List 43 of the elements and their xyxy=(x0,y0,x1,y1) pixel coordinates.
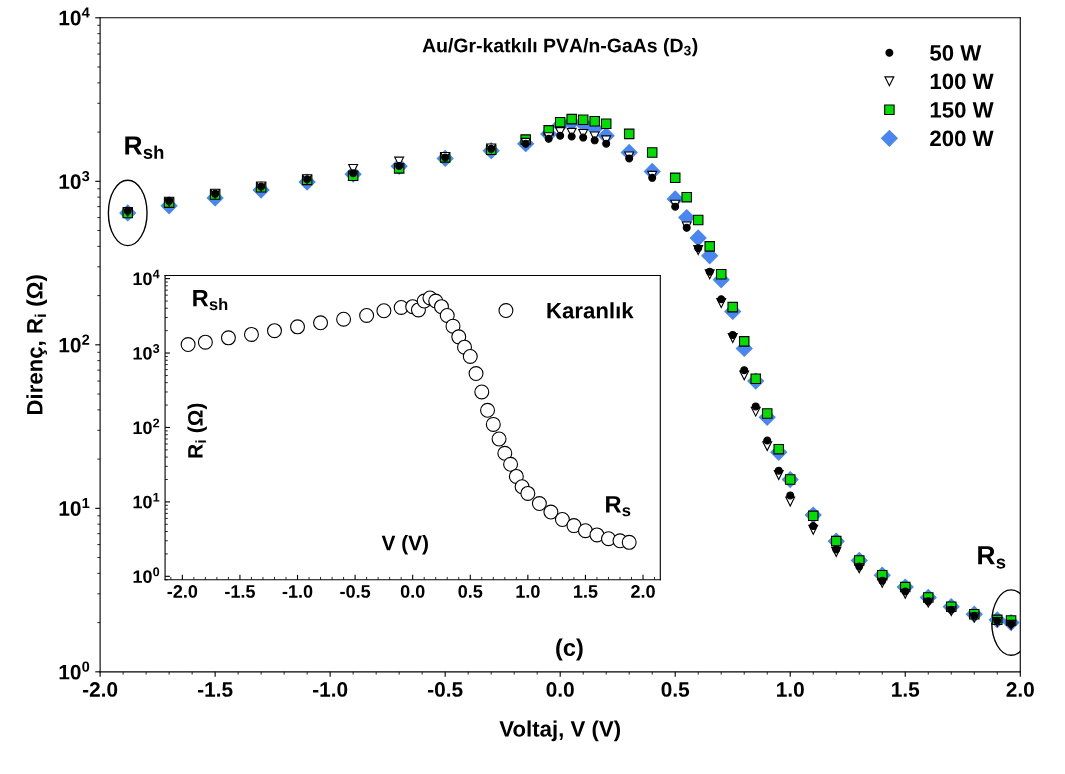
x-tick-label: 1.0 xyxy=(777,682,804,697)
legend-label: 100 W xyxy=(930,73,994,90)
x-tick-label: 0.0 xyxy=(400,585,425,598)
x-tick-label: 1.5 xyxy=(574,585,598,598)
legend-label: 50 W xyxy=(930,45,982,61)
y-tick-label: 10$^{4}$ xyxy=(59,7,90,26)
annotation: R$_{s}$ xyxy=(978,546,1006,569)
annotation: R$_{s}$ xyxy=(606,496,631,517)
y-tick-label: 10$^{3}$ xyxy=(133,344,160,360)
y-tick-label: 10$^{2}$ xyxy=(133,418,160,435)
y-tick-label: 10$^{0}$ xyxy=(133,567,160,584)
x-axis-title: Voltaj, V (V) xyxy=(499,720,620,742)
y-tick-label: 10$^{4}$ xyxy=(133,269,160,286)
x-tick-label: -1.5 xyxy=(198,682,233,697)
x-tick-label: 0.0 xyxy=(546,682,574,697)
text: Au/Gr-katkılı PVA/n-GaAs (D$_{3}$) xyxy=(422,38,698,57)
x-tick-label: -1.5 xyxy=(225,585,255,598)
annotation: R$_{sh}$ xyxy=(193,290,228,311)
x-tick-label: -0.5 xyxy=(428,682,463,697)
x-tick-label: -1.0 xyxy=(313,682,348,697)
legend-label: 150 W xyxy=(930,102,994,118)
y-tick-label: 10$^{1}$ xyxy=(59,497,90,516)
x-tick-label: 1.5 xyxy=(892,682,920,697)
x-tick-label: 0.5 xyxy=(458,585,483,598)
y-axis-title: Direnç, R$_{i}$ (Ω) xyxy=(26,275,48,415)
annotation: R$_{sh}$ xyxy=(125,136,164,159)
legend-label: Karanlık xyxy=(547,302,634,319)
y-axis-title: R$_{i}$ (Ω) xyxy=(187,403,207,458)
y-tick-label: 10$^{1}$ xyxy=(133,492,160,509)
x-tick-label: -0.5 xyxy=(340,585,371,598)
legend-label: 200 W xyxy=(930,130,994,147)
y-tick-label: 10$^{3}$ xyxy=(59,170,90,190)
x-tick-label: 2.0 xyxy=(631,585,655,598)
x-tick-label: -2.0 xyxy=(82,682,118,697)
annotation: (c) xyxy=(556,638,583,661)
x-tick-label: 2.0 xyxy=(1006,682,1034,697)
y-tick-label: 10$^{2}$ xyxy=(59,334,90,353)
x-tick-label: -2.0 xyxy=(167,585,198,598)
y-tick-label: 10$^{0}$ xyxy=(59,661,90,680)
x-tick-label: 0.5 xyxy=(661,682,690,697)
x-tick-label: 1.0 xyxy=(516,585,540,598)
x-tick-label: -1.0 xyxy=(282,585,313,598)
x-axis-title: V (V) xyxy=(381,535,428,555)
